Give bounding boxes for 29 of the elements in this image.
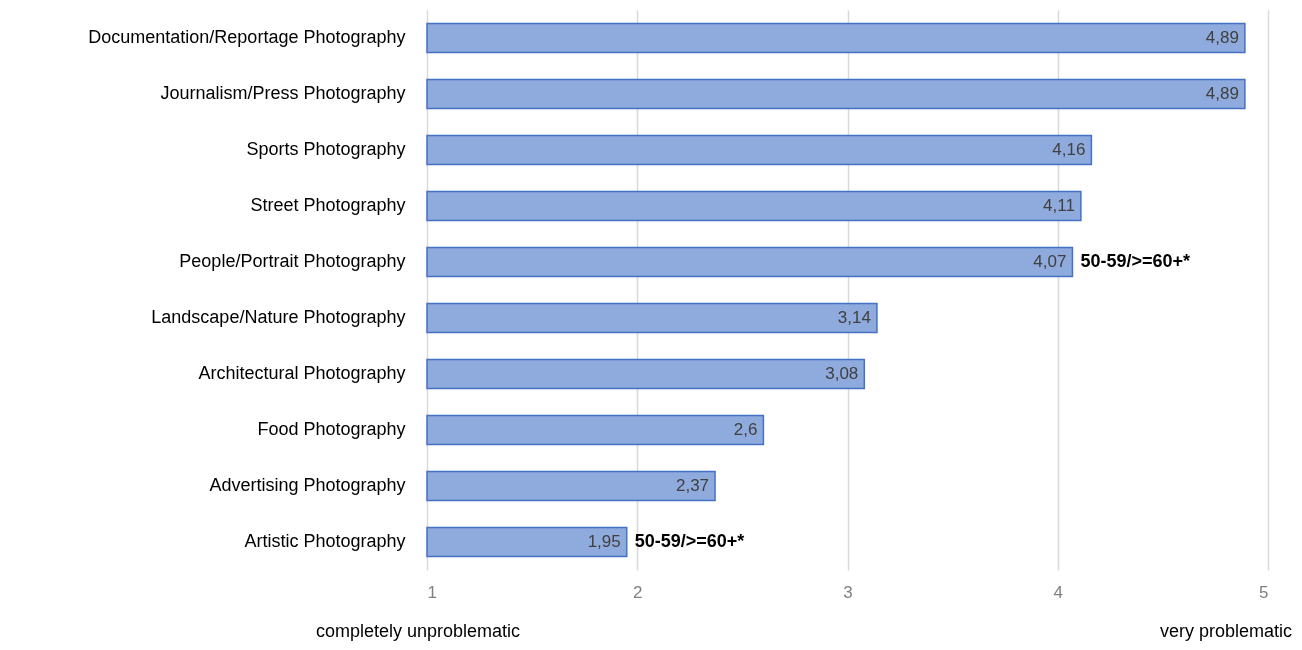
x-tick-label: 2: [633, 582, 643, 602]
annotation: 50-59/>=60+*: [1080, 251, 1191, 271]
y-tick-label: People/Portrait Photography: [179, 251, 406, 271]
data-label: 3,14: [837, 308, 871, 327]
y-tick-label: Landscape/Nature Photography: [151, 307, 406, 327]
text: completely unproblematic: [316, 621, 521, 641]
data-label: 4,11: [1043, 196, 1075, 215]
y-tick-label: Journalism/Press Photography: [160, 83, 406, 103]
y-tick-label: Architectural Photography: [198, 363, 406, 383]
data-label: 4,16: [1052, 140, 1086, 159]
data-label: 2,6: [733, 420, 758, 439]
data-label: 1,95: [587, 532, 621, 551]
x-tick-label: 3: [843, 582, 853, 602]
y-tick-label: Advertising Photography: [209, 475, 406, 495]
y-tick-label: Documentation/Reportage Photography: [88, 27, 406, 47]
y-tick-label: Sports Photography: [246, 139, 406, 159]
x-tick-label: 5: [1259, 582, 1269, 602]
data-label: 4,07: [1033, 252, 1067, 271]
y-tick-label: Street Photography: [250, 195, 406, 215]
data-label: 4,89: [1205, 84, 1239, 103]
data-label: 2,37: [675, 476, 710, 495]
x-tick-label: 4: [1053, 582, 1063, 602]
y-tick-label: Artistic Photography: [244, 531, 406, 551]
text: very problematic: [1159, 621, 1292, 641]
y-tick-label: Food Photography: [257, 419, 406, 439]
annotation: 50-59/>=60+*: [634, 531, 745, 551]
data-label: 4,89: [1205, 28, 1239, 47]
data-label: 3,08: [825, 364, 859, 383]
x-tick-label: 1: [427, 582, 437, 602]
